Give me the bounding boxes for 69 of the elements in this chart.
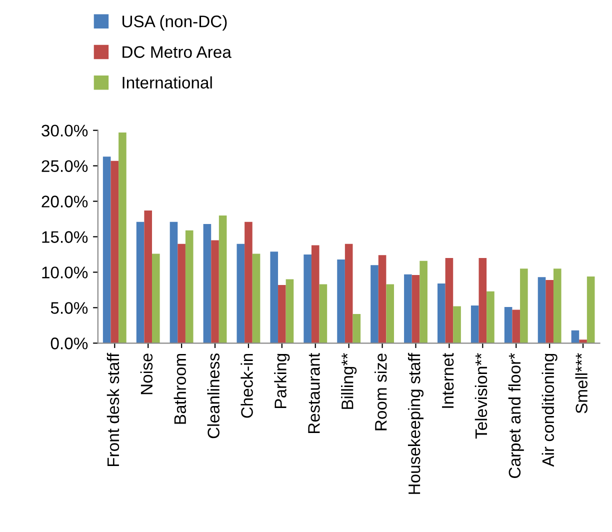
x-tick-label: Carpet and floor* — [508, 353, 524, 478]
bar — [420, 260, 428, 344]
bar — [445, 258, 454, 344]
x-tick-label: Smell*** — [575, 353, 588, 414]
bar — [136, 222, 144, 344]
bar — [102, 156, 111, 344]
bar — [144, 210, 152, 344]
y-tick-label: 30.0% — [42, 124, 88, 137]
bar — [118, 132, 126, 344]
bar — [520, 268, 528, 344]
bar — [185, 230, 194, 344]
x-tick-label: Room size — [374, 354, 387, 430]
x-tick-label: Front desk staff — [106, 352, 120, 466]
y-tick-label: 10.0% — [42, 266, 88, 278]
bar — [344, 244, 353, 344]
bar — [203, 224, 212, 344]
bar — [538, 277, 546, 344]
x-tick-label: Television** — [474, 353, 488, 439]
x-tick-label: Housekeeping staff — [408, 352, 424, 494]
bar — [571, 330, 580, 344]
bar — [352, 314, 361, 344]
x-tick-label: Parking — [274, 354, 290, 408]
bar — [270, 252, 278, 344]
x-tick-label: Bathroom — [174, 354, 186, 424]
bar — [486, 291, 494, 344]
bar — [478, 258, 487, 344]
bar — [404, 274, 412, 344]
bar — [470, 306, 479, 344]
bar — [244, 222, 252, 344]
x-tick-label: Air conditioning — [542, 354, 558, 467]
bar — [504, 306, 512, 344]
bar — [586, 276, 595, 344]
bar — [453, 306, 461, 344]
bar — [370, 265, 378, 344]
bar — [337, 259, 345, 344]
bar — [319, 284, 328, 344]
bar — [178, 244, 186, 344]
bar — [553, 268, 562, 344]
bar — [386, 284, 394, 344]
bar — [211, 240, 219, 344]
x-tick-label: Restaurant — [308, 352, 320, 434]
y-tick-label: 0.0% — [50, 338, 88, 350]
bar — [218, 215, 227, 344]
legend-label: International — [122, 76, 212, 89]
bar — [152, 254, 160, 344]
bar — [170, 222, 178, 344]
bar — [546, 280, 554, 344]
legend-label: DC Metro Area — [122, 46, 232, 58]
bar — [304, 254, 312, 344]
y-tick-label: 5.0% — [50, 302, 88, 314]
bar — [252, 254, 260, 344]
y-tick-label: 15.0% — [42, 231, 88, 243]
bar — [278, 284, 286, 344]
bar — [412, 275, 420, 344]
bar — [311, 245, 320, 344]
bar — [236, 244, 245, 344]
bar — [438, 284, 446, 344]
bar — [110, 160, 119, 344]
bar — [512, 310, 520, 344]
legend-label: USA (non-DC) — [122, 15, 227, 31]
y-tick-label: 25.0% — [42, 160, 88, 172]
x-tick-label: Billing** — [341, 353, 357, 409]
bar — [286, 279, 294, 344]
x-tick-label: Cleanliness — [207, 353, 220, 438]
y-tick-label: 20.0% — [42, 196, 88, 208]
x-tick-label: Noise — [140, 354, 153, 394]
x-tick-label: Internet — [442, 352, 454, 408]
x-tick-label: Check-in — [240, 354, 253, 418]
bar — [378, 255, 386, 344]
